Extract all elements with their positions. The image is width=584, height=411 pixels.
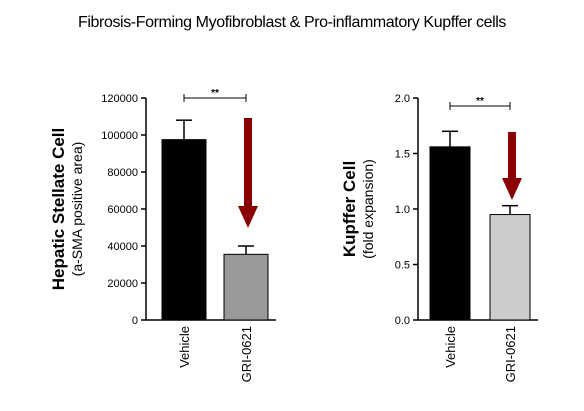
- y-tick-label: 1.5: [395, 149, 410, 161]
- y-axis-subtitle: (a-SMA positive area): [69, 142, 85, 277]
- significance-marker: **: [476, 96, 484, 107]
- y-tick-label: 2.0: [395, 93, 410, 105]
- y-tick-label: 20000: [107, 278, 138, 290]
- kupffer-cell-chart: 0.0 0.5 1.0 1.5 2.0 Kupffer Cell (fold expansi…: [340, 93, 538, 382]
- y-tick-label: 60000: [107, 204, 138, 216]
- bar: [489, 214, 531, 321]
- down-arrow-icon: [502, 178, 522, 200]
- y-axis-title: Kupffer Cell: [340, 161, 359, 257]
- y-tick-label: 0.5: [395, 260, 410, 272]
- hepatic-stellate-cell-chart: 0 20000 40000 60000 80000 100000 120000 Hepatic…: [49, 88, 276, 382]
- y-tick-label: 0: [132, 315, 138, 327]
- bar: [161, 139, 207, 321]
- y-tick-label: 0.0: [395, 315, 410, 327]
- category-label: Vehicle: [443, 326, 458, 368]
- bar: [429, 146, 471, 321]
- category-label: GRI-0621: [239, 326, 254, 382]
- y-tick-label: 80000: [107, 167, 138, 179]
- significance-marker: **: [211, 88, 219, 99]
- y-tick-label: 1.0: [395, 204, 410, 216]
- y-tick-label: 100000: [101, 130, 138, 142]
- y-axis-title: Hepatic Stellate Cell: [49, 128, 68, 291]
- y-axis-subtitle: (fold expansion): [360, 159, 376, 259]
- down-arrow-shaft: [244, 118, 252, 206]
- figure-title: Fibrosis-Forming Myofibroblast & Pro-inf…: [78, 14, 506, 31]
- category-label: GRI-0621: [503, 326, 518, 382]
- down-arrow-shaft: [508, 132, 516, 178]
- down-arrow-icon: [238, 206, 258, 228]
- y-tick-label: 40000: [107, 241, 138, 253]
- bar: [223, 253, 269, 321]
- category-label: Vehicle: [177, 326, 192, 368]
- y-tick-label: 120000: [101, 93, 138, 105]
